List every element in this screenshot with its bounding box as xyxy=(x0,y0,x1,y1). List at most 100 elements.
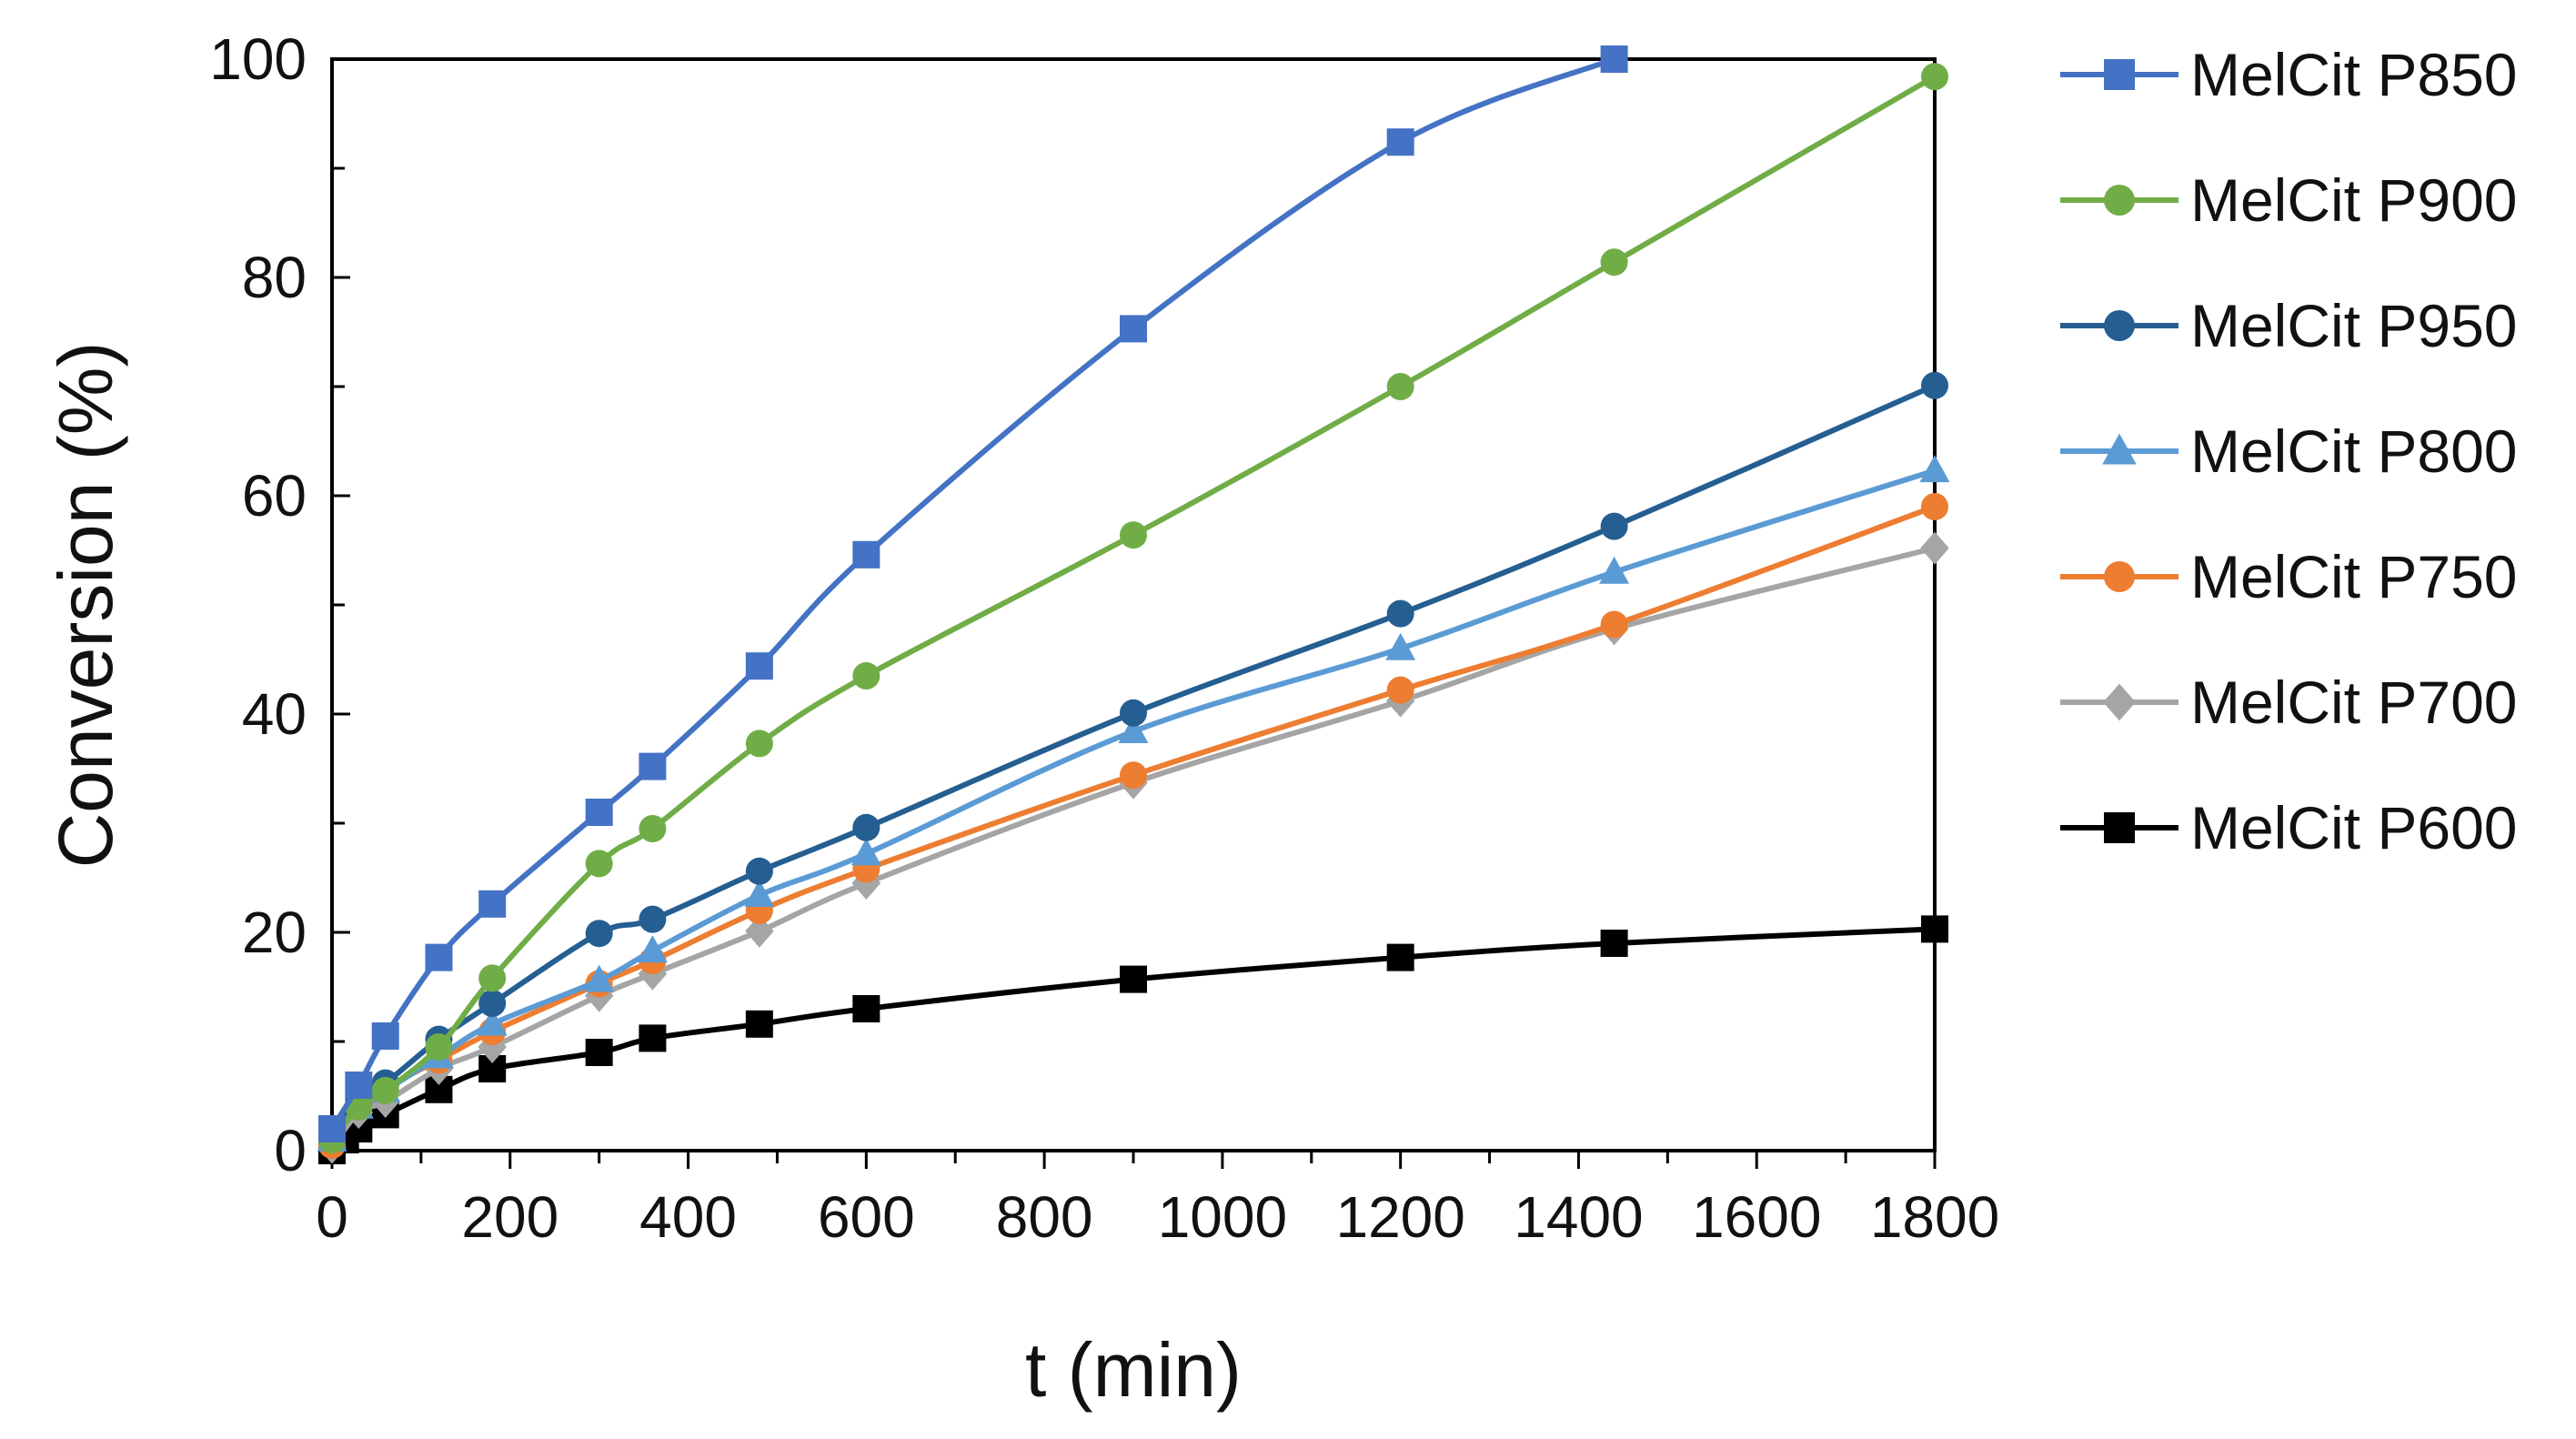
data-point xyxy=(585,920,613,948)
x-tick-label: 1400 xyxy=(1514,1184,1643,1250)
series-line-melcit-p950 xyxy=(329,382,1937,1132)
data-point xyxy=(371,1022,399,1050)
data-point xyxy=(1120,699,1147,727)
data-point xyxy=(745,652,773,680)
data-point xyxy=(1600,45,1628,73)
data-point xyxy=(637,935,668,963)
data-point xyxy=(1120,761,1147,790)
legend-label: MelCit P900 xyxy=(2190,166,2518,234)
x-tick-label: 1200 xyxy=(1335,1184,1464,1250)
data-point xyxy=(1120,315,1147,343)
series-melcit-p950 xyxy=(318,371,1948,1142)
series-layer xyxy=(317,45,1950,1164)
legend-item-melcit-p750: MelCit P750 xyxy=(2060,543,2518,610)
data-point xyxy=(639,905,667,933)
y-tick-label: 80 xyxy=(242,245,307,310)
legend-item-melcit-p700: MelCit P700 xyxy=(2060,669,2518,736)
data-point xyxy=(1120,521,1147,549)
legend-marker xyxy=(2103,683,2136,721)
data-point xyxy=(1921,371,1948,399)
series-melcit-p850 xyxy=(318,45,1628,1142)
data-point xyxy=(1921,915,1948,943)
data-point xyxy=(852,813,880,841)
data-point xyxy=(852,995,880,1022)
y-axis-title: Conversion (%) xyxy=(43,342,128,869)
legend-marker xyxy=(2102,433,2137,465)
legend-label: MelCit P800 xyxy=(2190,418,2518,485)
legend-item-melcit-p900: MelCit P900 xyxy=(2060,166,2518,234)
legend-marker xyxy=(2104,59,2135,90)
data-point xyxy=(639,815,667,842)
data-point xyxy=(639,1024,667,1052)
legend-label: MelCit P850 xyxy=(2190,41,2518,108)
data-point xyxy=(1386,128,1414,156)
x-tick-label: 400 xyxy=(639,1184,737,1250)
data-point xyxy=(639,752,667,780)
data-point xyxy=(1386,599,1414,628)
data-point xyxy=(745,914,774,948)
data-point xyxy=(1385,632,1416,660)
data-point xyxy=(1600,512,1628,540)
data-point xyxy=(1120,965,1147,993)
data-point xyxy=(1600,610,1628,639)
data-point xyxy=(852,662,880,689)
data-point xyxy=(585,799,613,826)
legend-label: MelCit P750 xyxy=(2190,543,2518,610)
legend-label: MelCit P950 xyxy=(2190,292,2518,359)
legend-item-melcit-p850: MelCit P850 xyxy=(2060,41,2518,108)
x-tick-label: 0 xyxy=(316,1184,348,1250)
series-line-melcit-p800 xyxy=(329,468,1937,1142)
legend-label: MelCit P700 xyxy=(2190,669,2518,736)
data-point xyxy=(852,540,880,569)
legend-item-melcit-p950: MelCit P950 xyxy=(2060,292,2518,359)
x-tick-label: 1600 xyxy=(1692,1184,1821,1250)
x-axis-title: t (min) xyxy=(1025,1327,1242,1413)
data-point xyxy=(1921,493,1948,520)
data-point xyxy=(745,730,773,758)
legend-marker xyxy=(2104,310,2135,341)
data-point xyxy=(425,943,453,971)
data-point xyxy=(425,1033,453,1061)
y-tick-label: 40 xyxy=(242,681,307,747)
y-tick-label: 100 xyxy=(209,26,307,92)
data-point xyxy=(1921,63,1948,91)
legend-item-melcit-p800: MelCit P800 xyxy=(2060,418,2518,485)
data-point xyxy=(1919,455,1950,483)
legend-marker xyxy=(2104,561,2135,592)
series-melcit-p800 xyxy=(317,455,1950,1152)
series-line-melcit-p600 xyxy=(329,926,1937,1153)
legend-item-melcit-p600: MelCit P600 xyxy=(2060,794,2518,861)
data-point xyxy=(477,1008,508,1036)
data-point xyxy=(745,857,773,885)
data-point xyxy=(585,1039,613,1066)
data-point xyxy=(1118,715,1149,743)
data-point xyxy=(478,964,507,992)
data-point xyxy=(1920,531,1949,565)
legend-marker xyxy=(2104,185,2135,216)
y-tick-label: 60 xyxy=(242,463,307,528)
data-point xyxy=(850,838,881,866)
data-point xyxy=(1600,248,1628,277)
legend-marker xyxy=(2104,812,2135,843)
data-point xyxy=(1386,676,1414,704)
data-point xyxy=(345,1072,373,1099)
legend-label: MelCit P600 xyxy=(2190,794,2518,861)
x-tick-label: 1800 xyxy=(1870,1184,1999,1250)
data-point xyxy=(745,1010,773,1038)
y-tick-label: 0 xyxy=(274,1118,307,1183)
x-tick-label: 600 xyxy=(818,1184,915,1250)
data-point xyxy=(478,890,507,918)
legend-layer: MelCit P850 MelCit P900 MelCit P950 MelCit … xyxy=(2060,41,2518,861)
data-point xyxy=(1386,373,1414,400)
x-tick-label: 200 xyxy=(461,1184,558,1250)
x-tick-label: 800 xyxy=(996,1184,1093,1250)
series-line-melcit-p750 xyxy=(329,504,1937,1148)
series-melcit-p700 xyxy=(317,531,1949,1164)
data-point xyxy=(318,1115,346,1142)
series-line-melcit-p850 xyxy=(329,56,1617,1132)
data-point xyxy=(585,850,613,878)
y-tick-label: 20 xyxy=(242,900,307,965)
